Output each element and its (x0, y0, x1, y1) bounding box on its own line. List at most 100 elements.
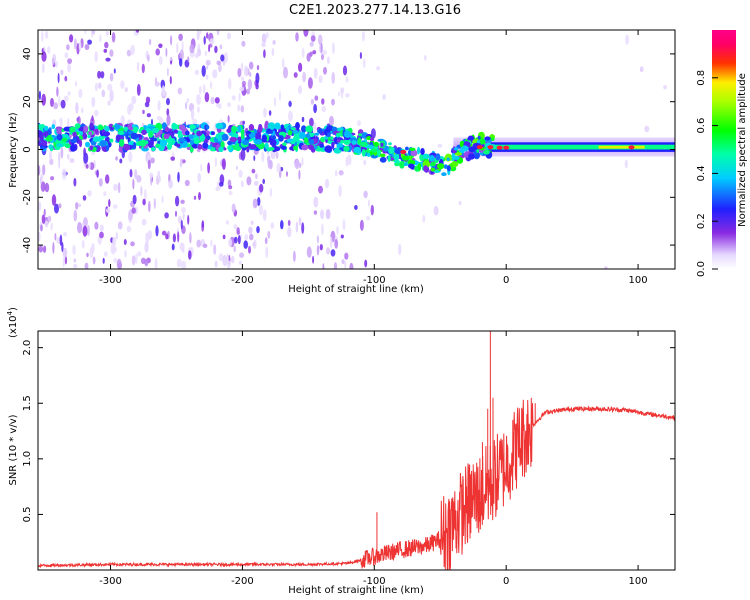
heatmap-cell (166, 114, 171, 126)
heatmap-cell (206, 32, 209, 39)
heatmap-cell (222, 255, 228, 267)
heatmap-cell (141, 129, 147, 135)
heatmap-cell (387, 154, 391, 163)
heatmap-cell (313, 146, 318, 150)
heatmap-cell (263, 107, 267, 118)
heatmap-cell (228, 238, 233, 248)
heatmap-cell (196, 106, 200, 113)
heatmap-cell (240, 180, 244, 188)
heatmap-cell (55, 138, 63, 145)
heatmap-cell (137, 251, 142, 257)
heatmap-cell (73, 258, 77, 263)
heatmap-cell (214, 97, 220, 104)
heatmap-cell (286, 171, 288, 177)
heatmap-cell (181, 41, 184, 52)
heatmap-cell (136, 141, 143, 145)
heatmap-cell (155, 143, 160, 148)
heatmap-cell (257, 197, 261, 206)
snr-series-line-path (38, 397, 675, 570)
heatmap-cell (207, 162, 211, 174)
heatmap-cell (433, 169, 440, 173)
heatmap-cell (117, 221, 123, 230)
heatmap-cell (102, 257, 105, 264)
heatmap-cell (89, 247, 94, 259)
heatmap-cell (119, 136, 124, 140)
heatmap-cell (335, 132, 343, 136)
heatmap-cell (331, 98, 335, 106)
heatmap-cell (200, 163, 203, 172)
heatmap-cell (315, 197, 319, 207)
heatmap-cell (298, 217, 302, 226)
heatmap-cell (51, 124, 56, 130)
heatmap-cell (349, 262, 354, 269)
heatmap-cell (70, 138, 78, 144)
heatmap-cell (60, 69, 64, 76)
heatmap-cell (89, 122, 94, 129)
heatmap-cell (306, 246, 312, 258)
heatmap-cell (366, 152, 371, 157)
y-tick-label: 2.0 (22, 340, 33, 356)
heatmap-cell (367, 199, 371, 208)
heatmap-cell (220, 141, 225, 149)
snr-series-line (38, 331, 675, 570)
heatmap-cell (119, 158, 123, 164)
heatmap-cell (293, 72, 298, 78)
snr-frame (37, 330, 676, 571)
heatmap-cell (269, 139, 277, 147)
heatmap-cell (92, 136, 101, 143)
heatmap-cell (379, 156, 387, 163)
heatmap-cell (222, 234, 226, 240)
heatmap-cell (83, 125, 89, 133)
heatmap-cell (298, 131, 306, 140)
heatmap-cell (109, 138, 114, 143)
heatmap-cell (380, 142, 384, 147)
heatmap-cell (175, 195, 180, 207)
heatmap-cell (253, 155, 256, 162)
heatmap-cell (236, 230, 241, 235)
heatmap-cell (73, 209, 78, 222)
heatmap-cell (94, 109, 99, 117)
heatmap-cell (313, 103, 317, 114)
heatmap-cell (267, 230, 271, 239)
heatmap-cell (58, 95, 61, 107)
heatmap-cell (51, 57, 55, 65)
heatmap-cell (94, 221, 99, 230)
heatmap-cell (351, 140, 357, 145)
heatmap-cell (147, 159, 151, 170)
heatmap-cell (191, 125, 195, 130)
heatmap-cell (99, 231, 104, 239)
heatmap-cell (50, 176, 55, 181)
heatmap-cell (166, 108, 170, 117)
heatmap-cell (83, 217, 88, 228)
heatmap-cell (154, 81, 160, 87)
heatmap-cell (268, 147, 275, 151)
y-tick-label: 20 (22, 95, 33, 108)
heatmap-cell (56, 86, 59, 97)
heatmap-cell (280, 220, 284, 230)
heatmap-cell (294, 159, 300, 170)
heatmap-cell (82, 225, 88, 237)
heatmap-cell (84, 30, 87, 35)
heatmap-cell (484, 136, 491, 141)
heatmap-cell (131, 95, 137, 105)
heatmap-cell (105, 174, 110, 184)
heatmap-cell (238, 92, 241, 102)
heatmap-cell (238, 260, 243, 265)
heatmap-cell (314, 95, 319, 101)
colorbar-tick-label: 0.6 (696, 118, 707, 134)
heatmap-cell (141, 147, 149, 152)
heatmap-cell (193, 137, 200, 145)
heatmap-cell (103, 251, 108, 257)
y-tick-label: 1.5 (22, 395, 33, 411)
heatmap-cell (298, 62, 303, 72)
heatmap-cell (301, 48, 305, 58)
heatmap-cell (407, 159, 416, 165)
heatmap-cell (301, 144, 309, 151)
heatmap-cell (141, 63, 145, 74)
heatmap-cell (98, 125, 104, 131)
heatmap-cell (69, 158, 75, 163)
heatmap-cell (59, 118, 63, 124)
heatmap-cell (202, 84, 206, 94)
heatmap-cell (410, 149, 418, 157)
heatmap-cell (446, 157, 450, 161)
